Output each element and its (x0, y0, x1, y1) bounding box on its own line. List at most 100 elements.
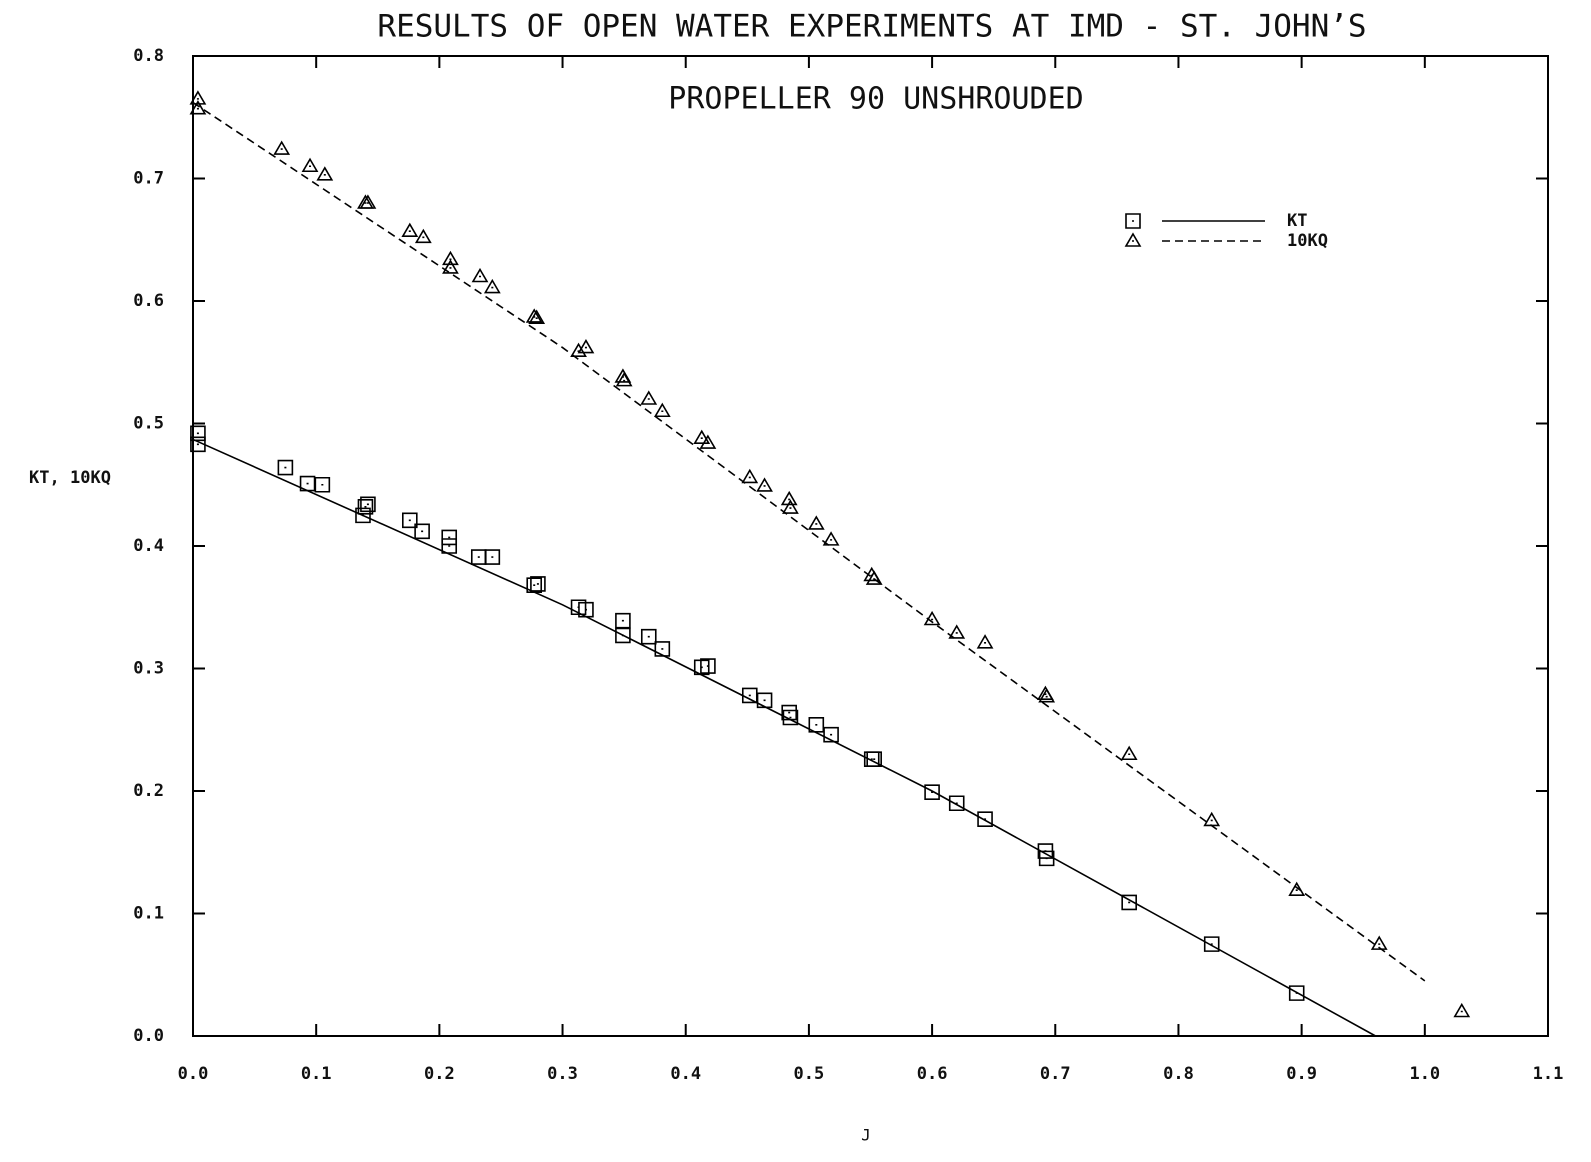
data-point (640, 628, 657, 645)
data-point (781, 704, 797, 721)
legend-label: 10KQ (1287, 231, 1328, 251)
y-tick-label: 0.1 (133, 904, 164, 924)
plot-frame (192, 55, 1549, 1037)
data-point (741, 687, 758, 704)
data-point (1121, 894, 1137, 911)
data-point (316, 166, 334, 181)
x-tick-label: 0.9 (1286, 1064, 1317, 1084)
x-tick-label: 0.5 (794, 1064, 825, 1084)
y-tick-label: 0.0 (133, 1026, 164, 1046)
y-tick-label: 0.8 (133, 46, 164, 66)
data-point (822, 531, 840, 546)
data-point (360, 496, 376, 513)
chart-title: RESULTS OF OPEN WATER EXPERIMENTS AT IMD… (377, 9, 1366, 45)
data-point (654, 641, 671, 657)
data-point (807, 515, 825, 530)
data-point (577, 338, 595, 354)
data-point (414, 228, 432, 244)
data-point (483, 278, 501, 294)
data-point (484, 549, 501, 565)
data-point (1203, 811, 1221, 827)
x-tick-label: 0.3 (547, 1064, 578, 1084)
data-point (1038, 850, 1055, 867)
x-tick-label: 0.7 (1040, 1064, 1071, 1084)
data-point (693, 429, 711, 444)
y-axis-label: KT, 10KQ (29, 468, 111, 488)
fit-line (192, 438, 1376, 1037)
y-tick-label: 0.7 (133, 169, 164, 189)
data-point (314, 476, 331, 493)
data-point (402, 512, 418, 529)
y-tick-label: 0.3 (133, 659, 164, 679)
data-point (357, 499, 374, 515)
data-point (441, 538, 458, 554)
data-point (189, 100, 207, 115)
data-point (1203, 936, 1220, 952)
x-tick-label: 1.0 (1409, 1064, 1440, 1084)
data-point (948, 795, 965, 812)
data-point (699, 434, 717, 449)
data-point (526, 577, 543, 593)
data-point (615, 372, 633, 387)
data-point (414, 523, 430, 540)
data-point (756, 477, 773, 492)
data-point (700, 658, 716, 674)
y-tick-label: 0.2 (133, 781, 164, 801)
fit-line (192, 101, 1426, 982)
y-tick-label: 0.5 (133, 414, 164, 434)
data-point (357, 194, 374, 209)
data-point (442, 259, 459, 274)
data-point (640, 390, 658, 405)
data-point (189, 90, 207, 105)
data-point (578, 601, 594, 618)
data-point (1288, 881, 1306, 897)
x-tick-label: 0.6 (917, 1064, 948, 1084)
x-tick-label: 0.1 (301, 1064, 332, 1084)
data-point (924, 784, 940, 801)
y-tick-label: 0.4 (133, 536, 164, 556)
data-point (782, 709, 799, 726)
y-tick-label: 0.6 (133, 291, 164, 311)
data-point (615, 627, 631, 644)
data-point (1453, 1002, 1471, 1018)
data-point (301, 157, 319, 173)
chart-subtitle: PROPELLER 90 UNSHROUDED (668, 82, 1083, 117)
data-point (442, 250, 459, 266)
data-point (741, 468, 759, 484)
data-point (528, 309, 546, 324)
data-point (277, 459, 294, 476)
data-point (823, 726, 839, 743)
data-point (615, 612, 631, 629)
x-tick-label: 0.8 (1163, 1064, 1194, 1084)
data-point (471, 267, 489, 283)
data-point (976, 634, 994, 649)
x-tick-label: 0.0 (178, 1064, 209, 1084)
data-point (948, 624, 966, 639)
data-point (923, 610, 941, 626)
data-point (1370, 935, 1388, 950)
x-tick-label: 0.2 (424, 1064, 455, 1084)
data-point (470, 549, 487, 565)
data-point (355, 507, 371, 524)
data-point (401, 222, 419, 237)
x-axis-label: J (861, 1126, 871, 1145)
data-point (782, 499, 799, 514)
x-tick-label: 1.1 (1533, 1064, 1564, 1084)
data-point (1120, 745, 1138, 761)
data-point (530, 576, 546, 592)
data-point (1038, 688, 1056, 703)
data-point (273, 140, 291, 155)
data-point (866, 751, 882, 767)
data-point (1288, 985, 1305, 1001)
data-point (359, 194, 377, 209)
legend-marker (1125, 213, 1141, 229)
data-point (977, 811, 993, 827)
x-tick-label: 0.4 (670, 1064, 701, 1084)
data-point (756, 692, 773, 709)
data-point (190, 436, 206, 453)
data-point (865, 570, 883, 585)
legend-marker (1124, 232, 1142, 247)
data-point (441, 529, 458, 546)
